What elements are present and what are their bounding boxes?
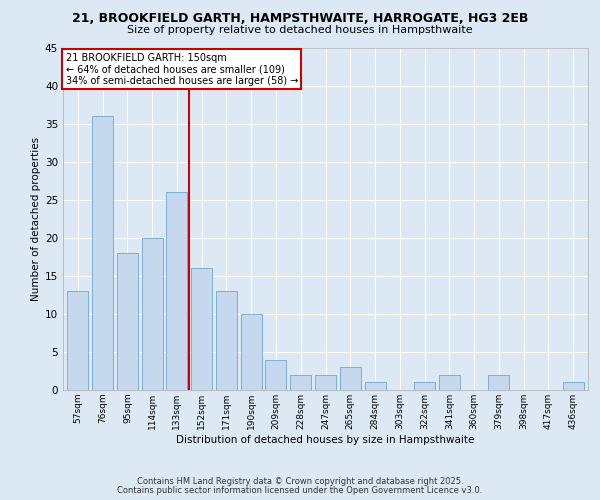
- Y-axis label: Number of detached properties: Number of detached properties: [31, 136, 41, 301]
- Bar: [92, 116, 113, 390]
- Bar: [315, 375, 336, 390]
- Bar: [414, 382, 435, 390]
- Bar: [290, 375, 311, 390]
- Text: Contains public sector information licensed under the Open Government Licence v3: Contains public sector information licen…: [118, 486, 482, 495]
- Bar: [166, 192, 187, 390]
- Text: 21, BROOKFIELD GARTH, HAMPSTHWAITE, HARROGATE, HG3 2EB: 21, BROOKFIELD GARTH, HAMPSTHWAITE, HARR…: [72, 12, 528, 26]
- Bar: [142, 238, 163, 390]
- Bar: [365, 382, 386, 390]
- X-axis label: Distribution of detached houses by size in Hampsthwaite: Distribution of detached houses by size …: [176, 434, 475, 444]
- Bar: [488, 375, 509, 390]
- Bar: [563, 382, 584, 390]
- Bar: [117, 253, 138, 390]
- Bar: [439, 375, 460, 390]
- Text: 21 BROOKFIELD GARTH: 150sqm
← 64% of detached houses are smaller (109)
34% of se: 21 BROOKFIELD GARTH: 150sqm ← 64% of det…: [65, 52, 298, 86]
- Bar: [216, 291, 237, 390]
- Bar: [241, 314, 262, 390]
- Text: Contains HM Land Registry data © Crown copyright and database right 2025.: Contains HM Land Registry data © Crown c…: [137, 477, 463, 486]
- Bar: [340, 367, 361, 390]
- Text: Size of property relative to detached houses in Hampsthwaite: Size of property relative to detached ho…: [127, 25, 473, 35]
- Bar: [191, 268, 212, 390]
- Bar: [265, 360, 286, 390]
- Bar: [67, 291, 88, 390]
